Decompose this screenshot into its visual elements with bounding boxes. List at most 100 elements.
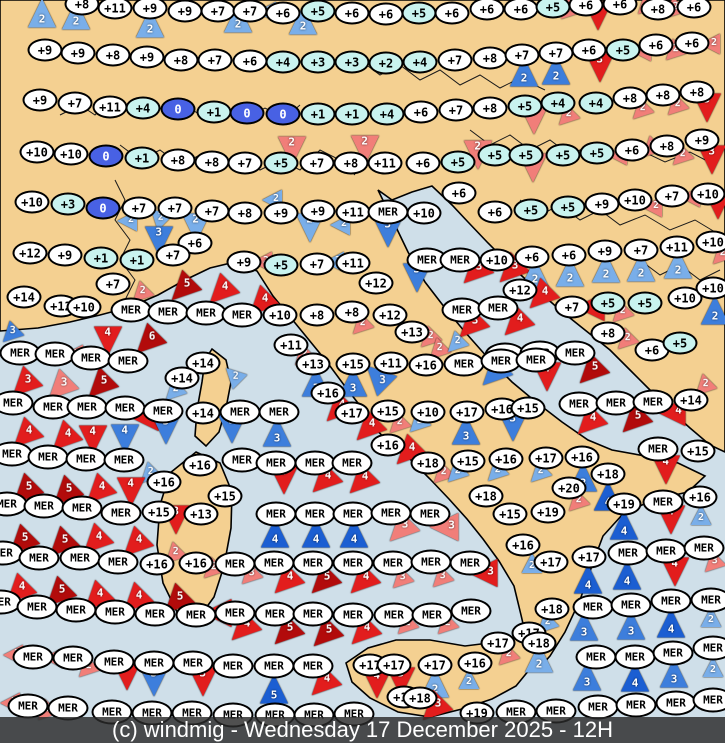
temp-badge: +7 <box>157 196 193 220</box>
temp-badge: +19 <box>530 500 566 524</box>
sea-state-badge: MER <box>107 348 149 374</box>
temp-badge: +9 <box>263 201 299 225</box>
sea-state-badge: MER <box>34 341 76 367</box>
temp-badge: +16 <box>457 651 493 675</box>
sea-state-badge: MER <box>373 602 415 628</box>
copyright-bar: (c) windmig - Wednesday 17 December 2025… <box>0 717 725 743</box>
sea-state-badge: MER <box>515 347 557 373</box>
temp-badge: +10 <box>53 142 89 166</box>
temp-badge: +5 <box>627 291 663 315</box>
sea-state-badge: MER <box>214 551 256 577</box>
sea-state-badge: MER <box>212 653 254 679</box>
temp-badge: +14 <box>185 401 221 425</box>
sea-state-badge: MER <box>142 398 184 424</box>
temp-badge: +12 <box>358 271 394 295</box>
sea-state-badge: MER <box>134 601 176 627</box>
temp-badge: +6 <box>265 1 301 25</box>
temp-badge: +10 <box>479 248 515 272</box>
temp-badge: +8 <box>472 46 508 70</box>
sea-state-badge: MER <box>607 540 649 566</box>
temp-badge: +6 <box>441 181 477 205</box>
sea-state-badge: MER <box>12 644 54 670</box>
temp-badge: +5 <box>605 38 641 62</box>
temp-badge: +12 <box>372 303 408 327</box>
sea-state-badge: MER <box>441 297 483 323</box>
sea-state-badge: MER <box>292 550 334 576</box>
temp-badge: 0 <box>160 97 196 121</box>
temp-badge: +10 <box>19 140 55 164</box>
sea-state-badge: MER <box>147 299 189 325</box>
sea-state-badge: MER <box>110 297 152 323</box>
temp-badge: +15 <box>207 484 243 508</box>
sea-state-badge: MER <box>655 690 697 716</box>
temp-badge: +6 <box>405 151 441 175</box>
temp-badge: +8 <box>645 83 681 107</box>
temp-badge: 0 <box>265 102 301 126</box>
temp-badge: +16 <box>408 353 444 377</box>
sea-state-badge: MER <box>255 450 297 476</box>
temp-badge: +6 <box>503 0 539 21</box>
temp-badge: +10 <box>14 190 50 214</box>
sea-state-badge: MER <box>652 640 694 666</box>
temp-badge: +6 <box>568 0 604 17</box>
temp-badge: +8 <box>163 48 199 72</box>
temp-badge: +7 <box>200 0 236 23</box>
temp-badge: +13 <box>295 352 331 376</box>
sea-state-badge: MER <box>93 649 135 675</box>
temp-badge: +12 <box>12 241 48 265</box>
sea-state-badge: MER <box>294 450 336 476</box>
temp-badge: +6 <box>434 1 470 25</box>
temp-badge: +8 <box>590 321 626 345</box>
temp-badge: +5 <box>513 198 549 222</box>
temp-badge: +7 <box>95 272 131 296</box>
temp-badge: +6 <box>334 1 370 25</box>
temp-badge: +5 <box>507 94 543 118</box>
sea-state-badge: MER <box>253 653 295 679</box>
temp-badge: +5 <box>263 253 299 277</box>
sea-state-badge: MER <box>97 549 139 575</box>
sea-state-badge: MER <box>372 550 414 576</box>
sea-state-badge: MER <box>254 601 296 627</box>
sea-state-badge: MER <box>100 500 142 526</box>
temp-badge: +11 <box>273 333 309 357</box>
wind-arrow-icon: 2 <box>700 295 725 325</box>
sea-state-badge: MER <box>7 693 49 719</box>
wind-arrow-icon: 5 <box>259 674 289 704</box>
sea-state-badge: MER <box>61 495 103 521</box>
temp-badge: +6 <box>571 38 607 62</box>
temp-badge: +16 <box>182 453 218 477</box>
wind-arrow-icon: 4 <box>573 564 603 594</box>
sea-state-badge: MER <box>692 635 725 661</box>
temp-badge: +5 <box>440 150 476 174</box>
sea-state-badge: MER <box>439 247 481 273</box>
temp-badge: +8 <box>95 43 131 67</box>
temp-badge: +14 <box>164 366 200 390</box>
temp-badge: +17 <box>480 631 516 655</box>
temp-badge: +4 <box>540 91 576 115</box>
sea-state-badge: MER <box>572 594 614 620</box>
temp-badge: 0 <box>85 196 121 220</box>
temp-badge: +16 <box>682 485 718 509</box>
sea-state-badge: MER <box>692 687 725 713</box>
temp-badge: +7 <box>197 48 233 72</box>
temp-badge: +15 <box>450 449 486 473</box>
temp-badge: +12 <box>502 278 538 302</box>
sea-state-badge: MER <box>615 692 657 718</box>
temp-badge: +1 <box>300 102 336 126</box>
temp-badge: +7 <box>57 91 93 115</box>
temp-badge: +10 <box>406 201 442 225</box>
temp-badge: +3 <box>300 50 336 74</box>
temp-badge: +7 <box>194 199 230 223</box>
sea-state-badge: MER <box>185 300 227 326</box>
temp-badge: +9 <box>22 88 58 112</box>
temp-badge: +16 <box>370 433 406 457</box>
wind-arrow-icon: 2 <box>218 360 248 390</box>
temp-badge: +5 <box>579 141 615 165</box>
temp-badge: +15 <box>335 352 371 376</box>
sea-state-badge: MER <box>450 598 492 624</box>
temp-badge: +7 <box>299 151 335 175</box>
sea-state-badge: MER <box>55 597 97 623</box>
sea-state-badge: MER <box>133 650 175 676</box>
